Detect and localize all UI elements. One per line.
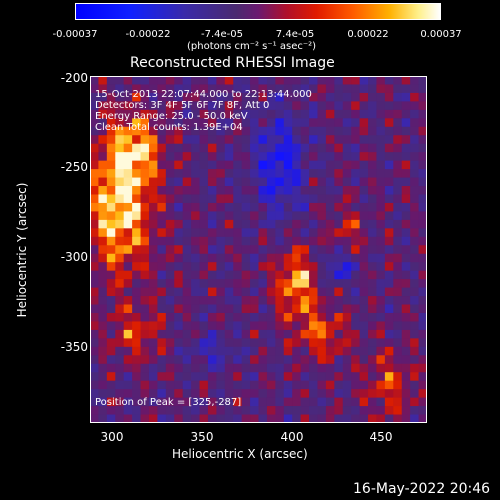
plot-title: Reconstructed RHESSI Image <box>130 55 335 71</box>
info-detectors: Detectors: 3F 4F 5F 6F 7F 8F, Att 0 <box>95 100 270 111</box>
info-time-range: 15-Oct-2013 22:07:44.000 to 22:13:44.000 <box>95 89 312 100</box>
y-axis-label: Heliocentric Y (arcsec) <box>15 182 29 318</box>
x-tick-label: 400 <box>280 430 304 444</box>
colorbar-tick: -0.00037 <box>52 29 98 40</box>
info-counts: Clean Total counts: 1.39E+04 <box>95 122 243 133</box>
info-peak: Position of Peak = [325,-287] <box>95 397 242 408</box>
x-tick-label: 350 <box>190 430 214 444</box>
x-tick-label: 450 <box>369 430 393 444</box>
y-tick-label: -300 <box>60 250 88 264</box>
y-tick-label: -200 <box>60 71 88 85</box>
colorbar-tick: 0.00022 <box>347 29 389 40</box>
y-tick-label: -350 <box>60 340 88 354</box>
info-energy: Energy Range: 25.0 - 50.0 keV <box>95 111 248 122</box>
colorbar-tick: 7.4e-05 <box>275 29 315 40</box>
colorbar-tick: -0.00022 <box>125 29 171 40</box>
x-axis-label: Heliocentric X (arcsec) <box>172 447 308 461</box>
rhessi-image <box>90 76 427 423</box>
colorbar-unit-label: (photons cm⁻² s⁻¹ asec⁻²) <box>187 41 317 52</box>
y-tick-label: -250 <box>60 160 88 174</box>
colorbar-tick: 0.00037 <box>420 29 462 40</box>
colorbar <box>75 3 441 20</box>
colorbar-tick: -7.4e-05 <box>201 29 243 40</box>
heatmap <box>90 76 427 423</box>
x-tick-label: 300 <box>100 430 124 444</box>
footer-timestamp: 16-May-2022 20:46 <box>353 481 491 497</box>
